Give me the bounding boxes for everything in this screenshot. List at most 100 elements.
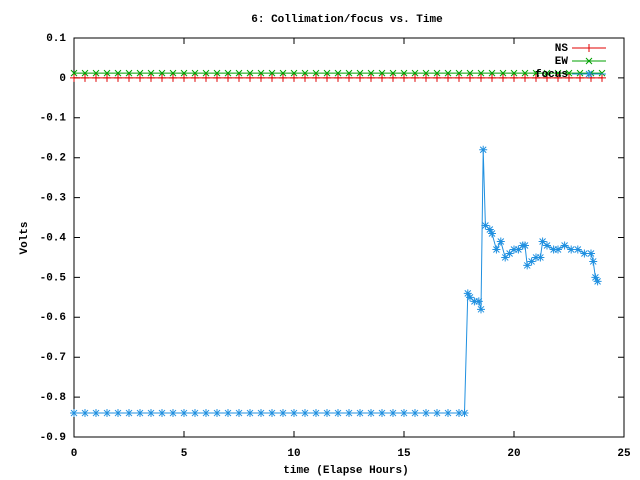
point-marker [463,289,472,298]
y-tick-label: -0.8 [40,392,67,404]
point-marker [114,73,122,82]
legend-marker [585,70,593,78]
point-marker [279,409,287,418]
point-marker [499,69,507,77]
point-marker [290,409,298,418]
point-marker [136,409,144,418]
point-marker [378,409,386,418]
point-marker [290,73,298,82]
point-marker [400,69,408,77]
point-marker [587,73,595,82]
point-marker [125,409,133,418]
point-marker [481,221,490,230]
point-marker [521,73,529,82]
point-marker [389,73,397,82]
point-marker [235,69,243,77]
point-marker [549,245,558,254]
point-marker [543,241,551,250]
point-marker [532,73,540,82]
point-marker [444,69,452,77]
point-marker [455,73,463,82]
point-marker [466,73,474,82]
point-marker [455,69,463,77]
y-tick-label: 0.1 [46,33,66,45]
point-marker [521,69,529,77]
point-marker [523,261,532,270]
y-tick-label: -0.6 [40,312,66,324]
point-marker [477,305,485,314]
y-tick-label: -0.3 [40,193,67,205]
point-marker [411,69,419,77]
point-marker [422,69,430,77]
y-tick-label: -0.5 [40,272,67,284]
point-marker [536,253,545,262]
point-marker [532,253,540,262]
point-marker [191,73,199,82]
point-marker [345,69,353,77]
point-marker [378,73,386,82]
point-marker [312,409,320,418]
point-marker [235,73,243,82]
point-marker [180,73,188,82]
point-marker [501,253,510,262]
point-marker [543,69,551,77]
point-marker [565,69,573,77]
y-tick-label: -0.2 [40,153,66,165]
point-marker [479,145,488,154]
point-marker [202,73,210,82]
point-marker [312,69,320,77]
point-marker [474,297,483,306]
point-marker [147,409,155,418]
point-marker [345,73,353,82]
point-marker [180,409,188,418]
point-marker [169,409,177,418]
point-marker [587,249,595,258]
point-marker [268,73,276,82]
point-marker [496,237,505,246]
point-marker [510,245,518,254]
point-marker [323,73,331,82]
point-marker [169,69,177,77]
legend-marker [585,44,593,52]
point-marker [580,249,589,258]
point-marker [191,409,199,418]
point-marker [224,69,232,77]
x-tick-label: 20 [507,448,520,460]
point-marker [158,409,166,418]
point-marker [466,293,474,302]
point-marker [488,229,496,238]
point-marker [422,73,430,82]
chart-title: 6: Collimation/focus vs. Time [251,14,443,26]
point-marker [279,69,287,77]
point-marker [367,409,375,418]
point-marker [510,69,518,77]
point-marker [591,273,600,282]
point-marker [514,245,523,254]
point-marker [389,409,397,418]
point-marker [444,73,452,82]
point-marker [92,409,100,418]
y-axis-label: Volts [19,221,31,254]
point-marker [576,73,584,82]
point-marker [560,241,569,250]
x-tick-label: 0 [71,448,78,460]
point-marker [356,409,364,418]
point-marker [356,69,364,77]
x-tick-label: 15 [397,448,411,460]
point-marker [466,69,474,77]
point-marker [505,249,514,258]
point-marker [147,73,155,82]
x-axis-label: time (Elapse Hours) [283,465,408,477]
point-marker [598,73,606,82]
point-marker [125,73,133,82]
point-marker [279,73,287,82]
y-tick-label: -0.7 [40,352,66,364]
point-marker [334,409,342,418]
point-marker [543,73,551,82]
point-marker [492,245,501,254]
point-marker [202,69,210,77]
y-tick-label: -0.1 [40,113,67,125]
point-marker [345,409,353,418]
point-marker [356,73,364,82]
point-marker [103,409,111,418]
